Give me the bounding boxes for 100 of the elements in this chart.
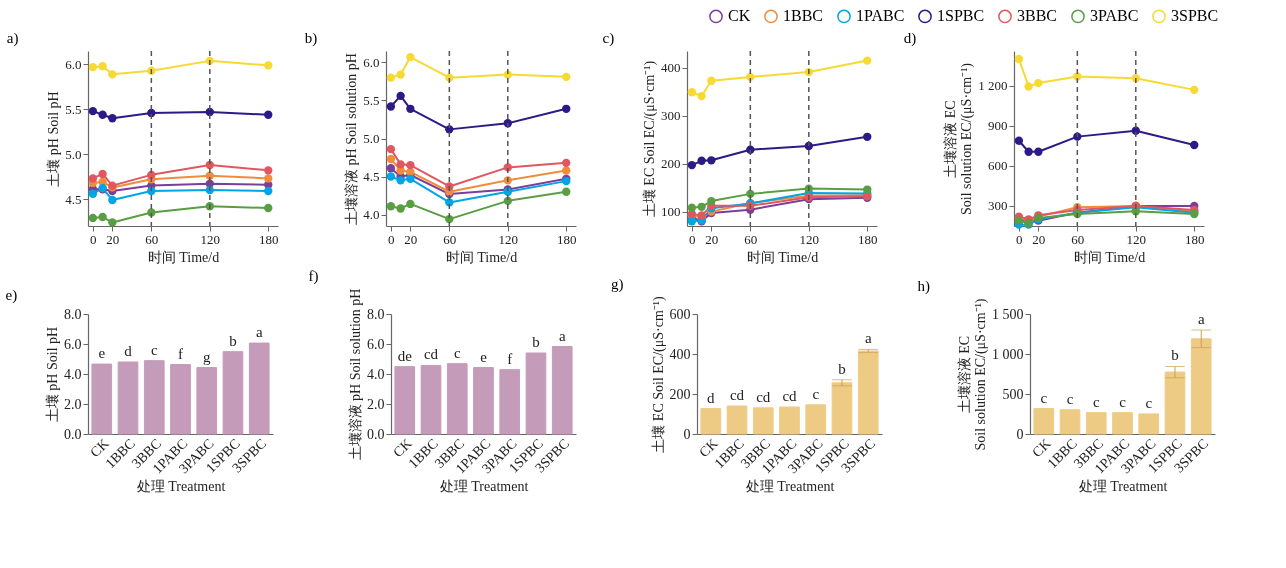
legend-label: 1PABC bbox=[856, 7, 905, 25]
y-tick-label: 600 bbox=[669, 306, 691, 322]
x-axis-title: 时间 Time/d bbox=[1073, 249, 1146, 265]
data-label: a bbox=[558, 327, 566, 344]
y-tick-label: 4.0 bbox=[363, 207, 380, 223]
x-axis-title: 时间 Time/d bbox=[445, 249, 518, 265]
data-label: f bbox=[178, 345, 183, 362]
y-axis-title: 土壤溶液 pH Soil solution pH bbox=[344, 53, 360, 225]
chart-title: g) bbox=[611, 275, 624, 293]
y-tick-label: 5.0 bbox=[65, 146, 82, 162]
data-label: a bbox=[255, 324, 263, 341]
y-tick-label: 900 bbox=[988, 118, 1008, 134]
data-label: c bbox=[453, 344, 461, 361]
y-tick-label: 4.0 bbox=[367, 366, 385, 382]
y-tick-label: 4.5 bbox=[363, 169, 380, 185]
data-label: c bbox=[812, 385, 820, 402]
y-tick-label: 6.0 bbox=[363, 54, 380, 70]
y-axis-title: 土壤 pH Soil pH bbox=[45, 326, 60, 423]
data-label: b bbox=[1171, 347, 1179, 364]
y-axis-title: 土壤 EC Soil EC/(μS·cm⁻¹) bbox=[642, 60, 658, 218]
y-axis-title: 土壤溶液 EC Soil solution EC/(μS·cm⁻¹) bbox=[943, 62, 976, 216]
y-tick-label: 5.0 bbox=[363, 131, 380, 146]
data-label: c bbox=[1066, 390, 1074, 407]
y-tick-label: 0.0 bbox=[367, 426, 385, 442]
data-label: f bbox=[507, 350, 513, 367]
x-tick-label: 120 bbox=[1126, 231, 1147, 247]
x-tick-label: 120 bbox=[799, 231, 820, 247]
data-label: b bbox=[229, 332, 237, 349]
y-tick-label: 4.0 bbox=[64, 366, 82, 382]
y-tick-label: 1 500 bbox=[992, 306, 1024, 322]
x-axis-title: 处理 Treatment bbox=[745, 479, 835, 495]
y-tick-label: 8.0 bbox=[367, 306, 385, 322]
data-label: c bbox=[1040, 389, 1048, 406]
data-label: e bbox=[98, 345, 106, 362]
data-label: b bbox=[532, 334, 540, 350]
data-label: c bbox=[1145, 394, 1153, 411]
data-label: cd bbox=[782, 388, 798, 404]
legend-label: 1SPBC bbox=[937, 7, 985, 25]
data-label: b bbox=[838, 360, 846, 377]
x-tick-label: 20 bbox=[106, 231, 120, 247]
data-label: de bbox=[397, 347, 413, 364]
x-tick-label: 180 bbox=[858, 231, 878, 247]
y-axis-title: 土壤 pH Soil pH bbox=[46, 91, 62, 187]
y-tick-label: 400 bbox=[661, 60, 681, 76]
x-tick-label: 180 bbox=[259, 231, 279, 247]
x-axis-title: 处理 Treatment bbox=[136, 479, 226, 495]
x-axis-title: 处理 Treatment bbox=[439, 479, 529, 495]
y-tick-label: 300 bbox=[661, 108, 681, 124]
data-label: d bbox=[124, 343, 133, 359]
x-tick-label: 60 bbox=[443, 231, 457, 247]
y-tick-label: 0.0 bbox=[64, 426, 82, 442]
legend-label: 3SPBC bbox=[1171, 7, 1219, 25]
legend-label: CK bbox=[728, 7, 751, 25]
chart-title: h) bbox=[917, 277, 930, 295]
chart-title: d) bbox=[903, 30, 917, 48]
y-tick-label: 6.0 bbox=[367, 336, 385, 352]
y-tick-label: 2.0 bbox=[64, 396, 82, 412]
y-tick-label: 6.0 bbox=[64, 336, 82, 352]
y-tick-label: 6.0 bbox=[65, 56, 82, 72]
data-label: cd bbox=[423, 346, 439, 363]
data-label: c bbox=[1092, 393, 1100, 410]
x-axis-title: 时间 Time/d bbox=[147, 249, 220, 265]
x-axis-title: 处理 Treatment bbox=[1078, 479, 1168, 495]
chart-title: c) bbox=[602, 30, 615, 48]
legend-label: 3PABC bbox=[1090, 7, 1139, 25]
x-tick-label: 0 bbox=[90, 231, 97, 247]
y-tick-label: 4.5 bbox=[65, 191, 82, 207]
y-tick-label: 300 bbox=[988, 198, 1008, 214]
y-tick-label: 5.5 bbox=[65, 101, 82, 117]
y-tick-label: 5.5 bbox=[363, 92, 380, 108]
y-tick-label: 1 200 bbox=[978, 78, 1008, 94]
y-tick-label: 400 bbox=[669, 346, 691, 362]
data-label: cd bbox=[756, 388, 771, 405]
x-tick-label: 20 bbox=[404, 231, 418, 247]
y-axis-title: 土壤 EC Soil EC/(μS·cm⁻¹) bbox=[650, 296, 667, 453]
y-axis-title: 土壤溶液 EC Soil solution EC/(μS·cm⁻¹) bbox=[957, 298, 989, 451]
data-label: c bbox=[150, 341, 158, 358]
x-tick-label: 180 bbox=[557, 231, 577, 247]
data-label: g bbox=[202, 348, 211, 365]
x-tick-label: 120 bbox=[200, 231, 221, 247]
data-label: d bbox=[707, 389, 716, 406]
data-label: c bbox=[1119, 393, 1127, 410]
y-tick-label: 100 bbox=[661, 204, 681, 220]
y-tick-label: 600 bbox=[988, 158, 1008, 174]
x-axis-title: 时间 Time/d bbox=[746, 249, 819, 265]
data-label: cd bbox=[729, 387, 745, 403]
chart-title: b) bbox=[304, 30, 318, 48]
data-label: e bbox=[480, 348, 488, 365]
x-tick-label: 120 bbox=[498, 231, 519, 247]
y-axis-title: 土壤溶液 pH Soil solution pH bbox=[348, 288, 363, 461]
x-tick-label: 60 bbox=[744, 231, 758, 247]
legend-label: 3BBC bbox=[1017, 7, 1058, 25]
x-tick-label: 60 bbox=[145, 231, 159, 247]
y-tick-label: 2.0 bbox=[367, 396, 385, 412]
data-label: a bbox=[864, 330, 872, 347]
x-tick-label: 20 bbox=[705, 231, 719, 247]
y-tick-label: 1 000 bbox=[992, 346, 1024, 362]
x-tick-label: 0 bbox=[388, 231, 395, 247]
y-tick-label: 8.0 bbox=[64, 306, 82, 322]
chart-title: f) bbox=[308, 268, 319, 286]
